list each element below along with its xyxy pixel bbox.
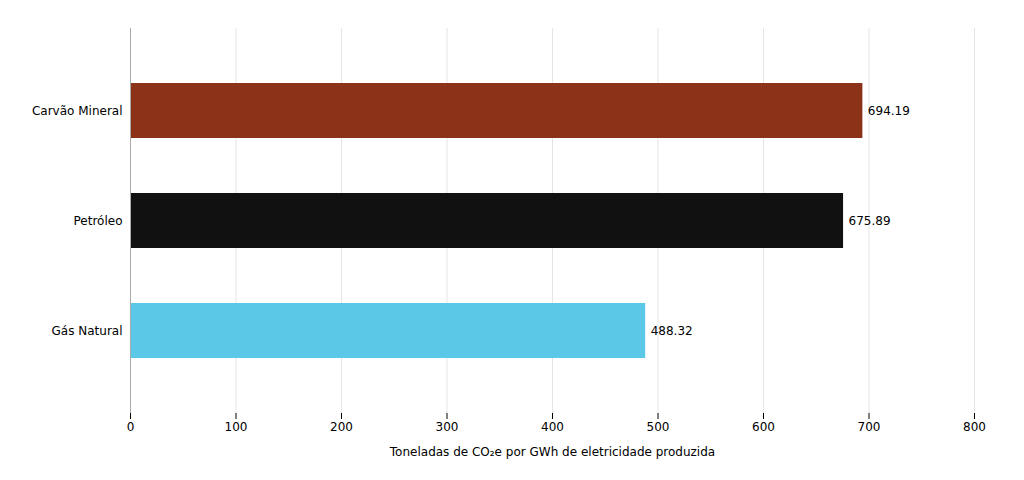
svg-text:0: 0 [127,420,135,434]
svg-text:100: 100 [225,420,248,434]
svg-text:Gás Natural: Gás Natural [52,324,123,338]
svg-text:694.19: 694.19 [868,104,910,118]
svg-text:800: 800 [963,420,986,434]
svg-text:Petróleo: Petróleo [74,214,123,228]
svg-text:Toneladas de CO₂e por GWh de e: Toneladas de CO₂e por GWh de eletricidad… [389,445,715,459]
svg-text:600: 600 [752,420,775,434]
svg-text:Carvão Mineral: Carvão Mineral [32,104,123,118]
svg-text:400: 400 [541,420,564,434]
svg-text:300: 300 [436,420,459,434]
svg-text:488.32: 488.32 [651,324,693,338]
svg-text:675.89: 675.89 [849,214,891,228]
svg-text:700: 700 [858,420,881,434]
svg-text:500: 500 [647,420,670,434]
svg-text:200: 200 [330,420,353,434]
